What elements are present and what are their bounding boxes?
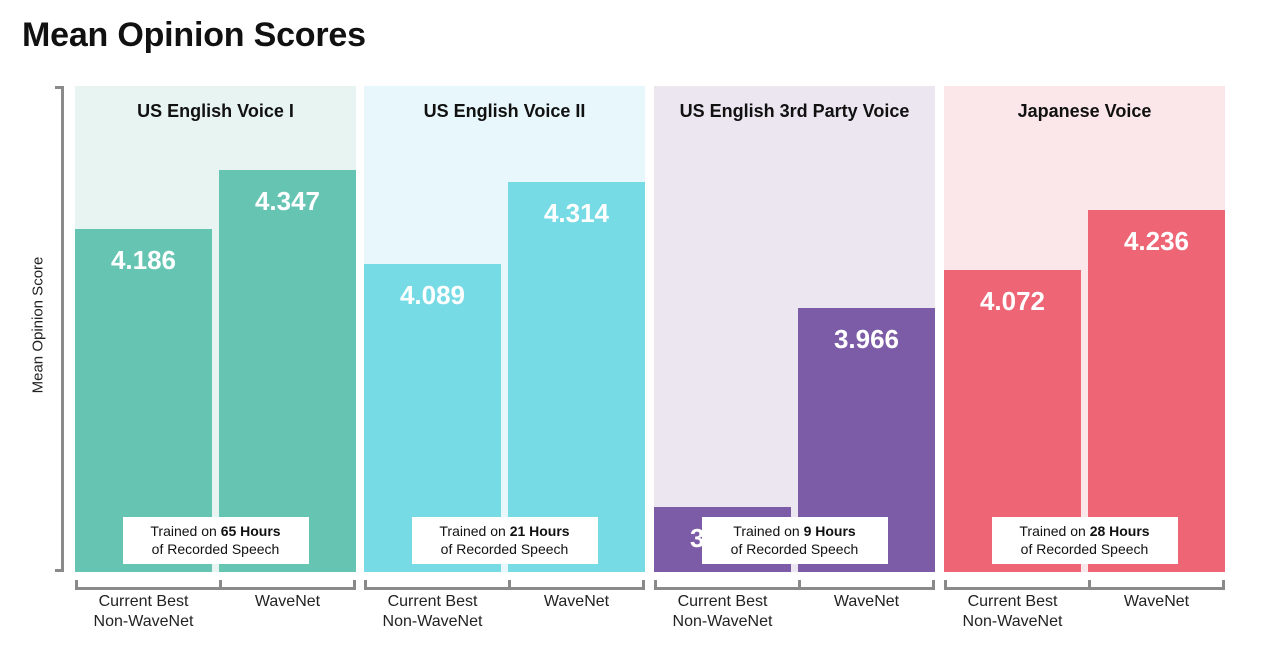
training-note-prefix: Trained on bbox=[150, 523, 221, 539]
x-tick-label-line2: Non-WaveNet bbox=[672, 613, 773, 630]
x-tick-label-line2: Non-WaveNet bbox=[962, 613, 1063, 630]
training-note-line2: of Recorded Speech bbox=[730, 541, 859, 557]
training-note: Trained on 9 Hours of Recorded Speech bbox=[701, 517, 888, 564]
training-note-line1: Trained on 21 Hours bbox=[412, 522, 598, 540]
training-note-prefix: Trained on bbox=[733, 523, 804, 539]
panel-title: US English Voice II bbox=[423, 101, 586, 121]
bar-value-label: 4.347 bbox=[254, 186, 321, 217]
training-hours: 9 Hours bbox=[803, 523, 856, 539]
x-tick-label-line2: Non-WaveNet bbox=[382, 613, 483, 630]
bar-wavenet: 4.347 bbox=[219, 170, 356, 572]
x-axis-bracket bbox=[654, 580, 935, 590]
training-note-prefix: Trained on bbox=[1019, 523, 1090, 539]
training-note-line1: Trained on 9 Hours bbox=[702, 522, 888, 540]
training-note-prefix: Trained on bbox=[439, 523, 510, 539]
training-hours: 65 Hours bbox=[220, 523, 281, 539]
bar-wavenet: 4.314 bbox=[508, 182, 645, 572]
bar-current-best: 4.186 bbox=[75, 228, 212, 572]
x-tick-label-wavenet: WaveNet bbox=[254, 593, 321, 610]
x-tick-label-current-best: Current Best Non-WaveNet bbox=[74, 592, 214, 632]
panel-1: US English Voice I 4.186 4.347 Trained on 6… bbox=[75, 86, 356, 572]
x-axis-bracket-divider bbox=[219, 580, 222, 590]
training-note-line2: of Recorded Speech bbox=[440, 541, 569, 557]
x-tick-label-line2: Non-WaveNet bbox=[93, 613, 194, 630]
bar-wavenet: 4.236 bbox=[1088, 210, 1225, 572]
panel-title: Japanese Voice bbox=[1017, 101, 1152, 121]
x-axis-bracket bbox=[944, 580, 1225, 590]
x-tick-label-wavenet: WaveNet bbox=[543, 593, 610, 610]
training-note-line2: of Recorded Speech bbox=[151, 541, 280, 557]
x-tick-label-current-best: Current Best Non-WaveNet bbox=[363, 592, 503, 632]
x-tick-label-wavenet: WaveNet bbox=[1123, 593, 1190, 610]
panel-title: US English 3rd Party Voice bbox=[679, 101, 910, 121]
bar-value-label: 3.966 bbox=[833, 324, 900, 355]
x-axis-bracket-divider bbox=[798, 580, 801, 590]
training-hours: 28 Hours bbox=[1089, 523, 1150, 539]
chart-title: Mean Opinion Scores bbox=[22, 16, 366, 54]
training-note: Trained on 21 Hours of Recorded Speech bbox=[411, 517, 598, 564]
x-axis-bracket-divider bbox=[1088, 580, 1091, 590]
bar-value-label: 4.236 bbox=[1123, 226, 1190, 257]
bar-value-label: 4.314 bbox=[543, 198, 610, 229]
bar-value-label: 4.072 bbox=[979, 285, 1046, 316]
training-hours: 21 Hours bbox=[509, 523, 570, 539]
x-axis-bracket-divider bbox=[508, 580, 511, 590]
x-axis-bracket bbox=[75, 580, 356, 590]
training-note: Trained on 28 Hours of Recorded Speech bbox=[991, 517, 1178, 564]
training-note: Trained on 65 Hours of Recorded Speech bbox=[122, 517, 309, 564]
x-axis-bracket bbox=[364, 580, 645, 590]
training-note-line2: of Recorded Speech bbox=[1020, 541, 1149, 557]
y-axis-label: Mean Opinion Score bbox=[29, 256, 47, 394]
x-tick-label-line1: Current Best bbox=[967, 593, 1058, 610]
panel-4: Japanese Voice 4.072 4.236 Trained on 28 Ho… bbox=[944, 86, 1225, 572]
bar-value-label: 4.186 bbox=[110, 244, 177, 275]
x-tick-label-current-best: Current Best Non-WaveNet bbox=[943, 592, 1083, 632]
training-note-line1: Trained on 65 Hours bbox=[123, 522, 309, 540]
panel-3: US English 3rd Party Voice3.4183.966Trai… bbox=[654, 86, 935, 572]
x-tick-label-line1: Current Best bbox=[98, 593, 189, 610]
panel-title: US English Voice I bbox=[137, 101, 294, 121]
x-tick-label-line1: Current Best bbox=[677, 593, 768, 610]
training-note-line1: Trained on 28 Hours bbox=[992, 522, 1178, 540]
x-tick-label-line1: Current Best bbox=[387, 593, 478, 610]
y-axis-bracket bbox=[55, 86, 64, 572]
bar-value-label: 4.089 bbox=[399, 279, 466, 310]
x-tick-label-wavenet: WaveNet bbox=[833, 593, 900, 610]
x-tick-label-current-best: Current Best Non-WaveNet bbox=[653, 592, 793, 632]
panel-2: US English Voice II 4.089 4.314 Trained on … bbox=[364, 86, 645, 572]
